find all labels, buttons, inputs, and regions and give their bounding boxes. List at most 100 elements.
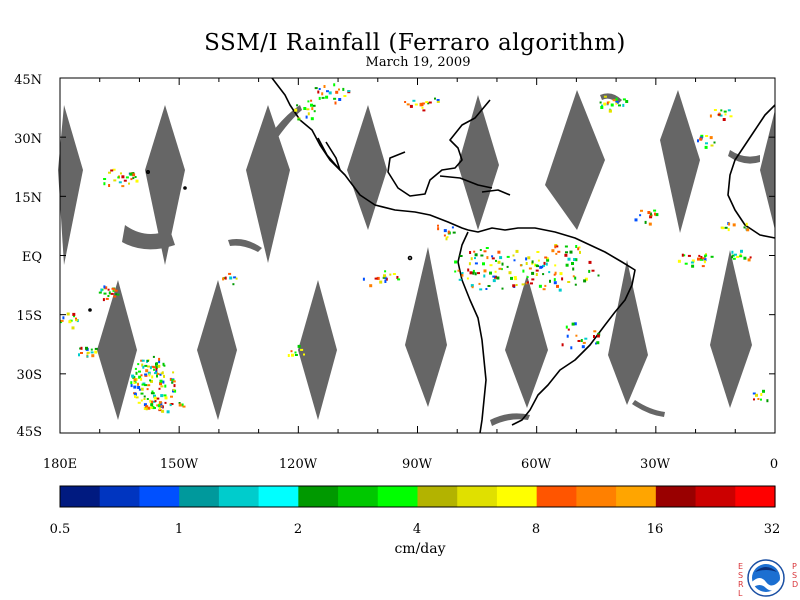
rain-pixel <box>140 377 143 381</box>
rain-pixel <box>101 288 104 291</box>
rain-pixel <box>640 209 643 212</box>
rain-pixel <box>146 398 149 400</box>
rain-pixel <box>528 267 532 270</box>
swath-gap <box>458 95 499 230</box>
rain-pixel <box>406 103 410 106</box>
rain-pixel <box>740 249 743 253</box>
rain-pixel <box>677 259 681 263</box>
rain-pixel <box>489 264 493 267</box>
rain-pixel <box>531 278 535 281</box>
swath-gap <box>197 280 237 420</box>
rain-pixel <box>110 169 114 172</box>
rain-pixel <box>538 284 542 288</box>
rain-pixel <box>75 317 77 320</box>
rain-pixel <box>700 256 703 259</box>
rain-pixel <box>537 259 540 262</box>
rain-pixel <box>564 245 568 248</box>
rain-pixel <box>102 298 105 302</box>
rain-pixel <box>485 247 489 249</box>
swath-gap <box>298 280 337 420</box>
rain-pixel <box>571 262 574 265</box>
rain-pixel <box>506 265 509 268</box>
rain-pixel <box>147 406 151 410</box>
coastlines <box>88 77 776 434</box>
rain-pixel <box>385 277 388 281</box>
rain-pixel <box>615 101 619 104</box>
swath-gap <box>246 105 290 263</box>
rain-pixel <box>739 253 742 257</box>
swath-gap <box>608 260 648 405</box>
rain-pixel <box>412 99 416 102</box>
rain-pixel <box>90 351 94 354</box>
rain-pixel <box>753 398 755 401</box>
rain-pixel <box>414 103 418 106</box>
rain-pixel <box>154 365 158 368</box>
rain-pixel <box>747 258 751 262</box>
y-tick-label: 15N <box>14 191 42 206</box>
rain-pixel <box>149 379 152 382</box>
rain-pixel <box>734 253 737 256</box>
rain-pixel <box>548 271 551 274</box>
rain-pixel <box>566 334 569 338</box>
rain-pixel <box>134 394 136 398</box>
rain-pixel <box>155 362 158 366</box>
rain-pixel <box>224 276 227 280</box>
rain-pixel <box>159 401 162 404</box>
rain-pixel <box>570 346 573 350</box>
rain-pixel <box>158 357 161 361</box>
rain-pixel <box>553 281 557 285</box>
swath-edge-arc <box>270 105 302 140</box>
rain-pixel <box>491 255 494 258</box>
rain-pixel <box>701 265 705 268</box>
rain-pixel <box>625 100 629 103</box>
swath-gap <box>97 280 137 420</box>
rain-pixel <box>321 92 324 96</box>
rain-pixel <box>700 257 703 261</box>
rain-pixel <box>232 283 235 286</box>
rain-pixel <box>161 371 164 375</box>
rain-pixel <box>338 88 340 91</box>
rain-pixel <box>723 110 727 113</box>
rain-pixel <box>445 237 448 241</box>
rain-pixel <box>603 102 607 106</box>
rain-pixel <box>144 384 148 387</box>
coastline-south-america-west <box>457 231 487 434</box>
colorbar-tick-label: 16 <box>646 522 664 537</box>
rain-pixel <box>137 382 139 386</box>
rain-pixel <box>306 108 310 111</box>
rain-pixel <box>565 251 568 254</box>
rain-pixel <box>731 254 735 257</box>
rain-pixel <box>150 392 154 395</box>
rain-pixel <box>584 337 588 340</box>
rain-pixel <box>468 262 471 266</box>
rain-pixel <box>135 179 139 183</box>
swath-gap <box>145 105 185 265</box>
rain-pixel <box>698 254 701 257</box>
rain-pixel <box>498 267 502 270</box>
rain-pixel <box>294 108 298 112</box>
rain-pixel <box>85 346 88 350</box>
rain-pixel <box>541 266 544 269</box>
rain-pixel <box>567 281 571 283</box>
rain-pixel <box>653 209 657 212</box>
rain-pixel <box>150 379 153 383</box>
rain-pixel <box>160 394 164 398</box>
rain-pixel <box>142 365 145 369</box>
rain-pixel <box>163 364 166 367</box>
rain-pixel <box>155 368 158 372</box>
rain-pixel <box>717 113 721 116</box>
coastline-hispaniola <box>481 189 511 196</box>
rain-pixel <box>556 284 559 288</box>
rain-pixel <box>749 256 752 259</box>
rain-pixel <box>588 269 591 273</box>
rain-pixel <box>474 257 476 260</box>
rain-pixel <box>228 272 232 275</box>
rain-pixel <box>483 250 487 253</box>
rain-pixel <box>739 255 743 258</box>
colorbar <box>60 486 776 507</box>
rain-pixel <box>705 142 708 145</box>
rain-pixel <box>130 178 133 181</box>
rain-pixel <box>310 117 314 121</box>
rain-pixel <box>153 396 157 400</box>
rain-pixel <box>140 374 143 377</box>
